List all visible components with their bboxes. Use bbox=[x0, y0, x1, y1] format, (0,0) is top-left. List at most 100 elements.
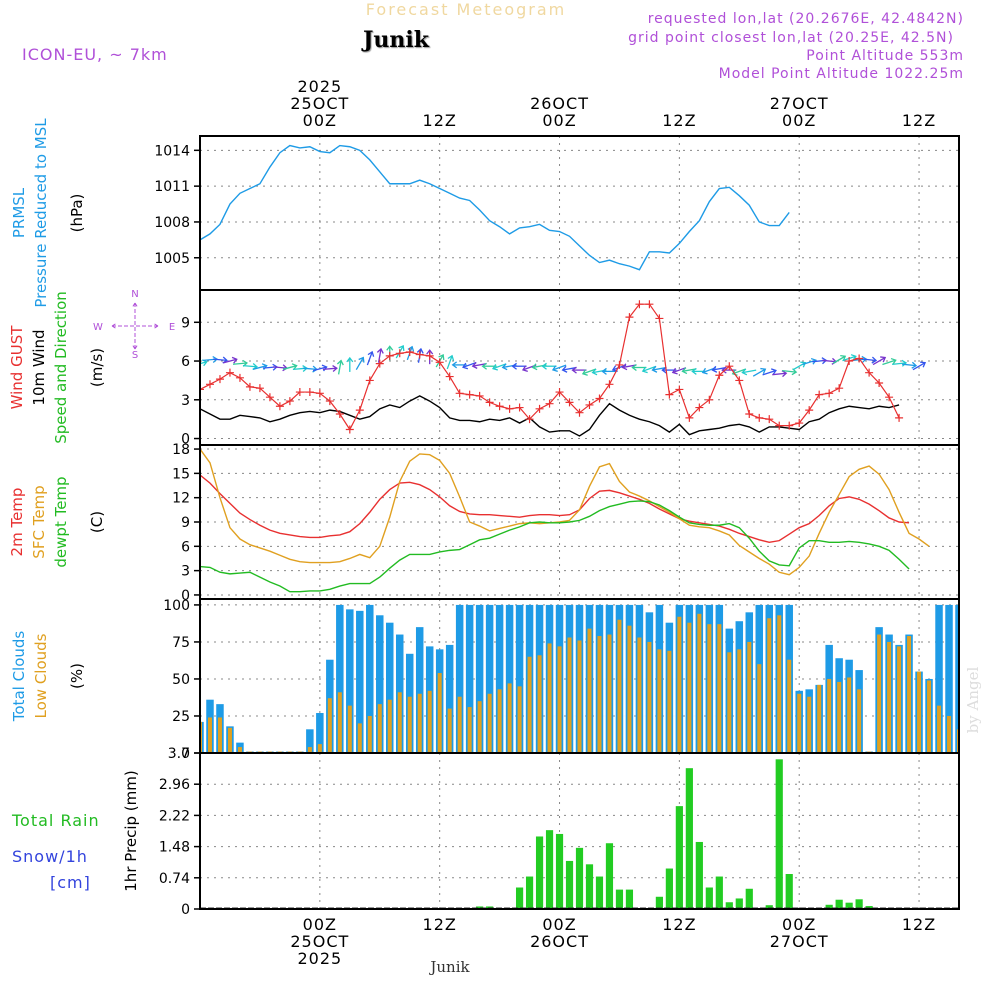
wind-gust-marker bbox=[305, 388, 314, 397]
wind-arrow-shaft bbox=[782, 369, 797, 373]
wind-arrow-head bbox=[810, 357, 817, 365]
wind-gust-marker bbox=[375, 359, 384, 368]
panel-side-label: 10m Wind bbox=[30, 329, 48, 405]
low-cloud-bar bbox=[597, 636, 602, 753]
low-cloud-bar bbox=[457, 696, 462, 753]
wind-gust-marker bbox=[455, 389, 464, 398]
y-tick-label: 3 bbox=[181, 393, 190, 409]
wind-gust-marker bbox=[675, 385, 684, 394]
wind-arrow-head bbox=[591, 368, 598, 376]
precip-bar bbox=[725, 902, 733, 909]
wind-arrow-shaft bbox=[272, 366, 287, 369]
panel-clouds: 0 25 50 75 100 Total Clouds Low Clouds (%) bbox=[0, 598, 960, 762]
wind-arrow-head bbox=[336, 359, 344, 366]
y-tick-label: 1.48 bbox=[159, 840, 190, 856]
top-time-label: 2025 bbox=[297, 77, 342, 96]
wind-gust-marker bbox=[815, 390, 824, 399]
low-cloud-bar bbox=[877, 634, 882, 753]
low-cloud-bar bbox=[367, 715, 372, 753]
wind-arrow-head bbox=[661, 366, 667, 374]
wind-gust-marker bbox=[435, 358, 444, 367]
y-tick-label: 6 bbox=[181, 354, 190, 370]
precip-bar bbox=[525, 876, 534, 909]
wind-arrow bbox=[511, 362, 527, 370]
wind-gust-marker bbox=[505, 404, 514, 413]
panel-side-label: Total Clouds bbox=[10, 631, 28, 723]
wind-arrow-shaft bbox=[772, 372, 787, 376]
panel-unit-label: 1hr Precip (mm) bbox=[122, 770, 140, 891]
total-cloud-bar bbox=[465, 604, 474, 753]
wind-arrow-shaft bbox=[223, 358, 237, 364]
low-cloud-bar bbox=[387, 699, 392, 753]
wind-arrow-head bbox=[681, 367, 688, 375]
wind-arrow-shaft bbox=[912, 362, 926, 371]
total-cloud-bar bbox=[346, 609, 354, 753]
total-cloud-bar bbox=[376, 615, 384, 753]
total-cloud-bar bbox=[455, 604, 464, 753]
wind-arrow-shaft bbox=[337, 360, 342, 375]
wind-arrow bbox=[832, 355, 847, 364]
wind-gust-marker bbox=[355, 406, 364, 415]
wind-arrow-head bbox=[901, 359, 908, 367]
panels: 1005 1008 1011 1014 PRMSL Pressure Reduced to… bbox=[0, 118, 960, 918]
meteogram-title: Forecast Meteogram bbox=[366, 0, 566, 19]
wind-gust-marker bbox=[445, 372, 454, 381]
wind-arrow-shaft bbox=[902, 363, 917, 367]
wind-arrow bbox=[872, 356, 887, 366]
wind-arrow-shaft bbox=[282, 365, 297, 370]
wind-gust-marker bbox=[775, 421, 784, 430]
panel-data bbox=[476, 759, 873, 909]
grid-point-coords: grid point closest lon,lat (20.25E, 42.5… bbox=[628, 30, 954, 46]
low-cloud-bar bbox=[0, 737, 4, 753]
low-cloud-bar bbox=[837, 681, 842, 753]
wind-arrow bbox=[731, 368, 747, 376]
footer-location: Junik bbox=[428, 958, 470, 976]
compass-s: S bbox=[132, 350, 138, 361]
panel-data bbox=[0, 604, 959, 753]
precip-bar bbox=[515, 887, 524, 909]
bottom-time-label: 27OCT bbox=[770, 932, 829, 951]
wind-gust-marker bbox=[525, 415, 534, 424]
low-cloud-bar bbox=[847, 677, 852, 753]
top-time-label: 26OCT bbox=[530, 94, 589, 113]
wind-gust-marker bbox=[835, 384, 844, 393]
wind-arrow-head bbox=[641, 366, 648, 374]
wind-arrow-head bbox=[346, 356, 354, 363]
low-cloud-bar bbox=[307, 747, 312, 753]
wind-arrow-shaft bbox=[682, 368, 697, 372]
precip-bar bbox=[695, 841, 703, 909]
wind-arrow bbox=[681, 367, 697, 375]
wind-arrow-shaft bbox=[446, 355, 453, 370]
panel-wind: 0 3 6 9 N S W E Wind GUST 10m Wind Speed and Direc… bbox=[8, 289, 960, 448]
low-cloud-bar bbox=[377, 704, 382, 753]
y-tick-label: 3 bbox=[181, 564, 190, 580]
total-cloud-bar bbox=[515, 604, 524, 753]
y-tick-label: 3.7 bbox=[168, 746, 190, 762]
precip-label-cm: [cm] bbox=[50, 873, 91, 892]
wind-arrow-shaft bbox=[232, 362, 247, 365]
wind-arrow bbox=[471, 362, 487, 369]
precip-bar bbox=[595, 876, 604, 909]
precip-bar bbox=[545, 830, 554, 909]
precip-bar bbox=[785, 874, 793, 909]
low-cloud-bar bbox=[347, 705, 352, 753]
low-cloud-bar bbox=[797, 693, 802, 753]
wind-gust-marker bbox=[595, 394, 604, 403]
panel-frame bbox=[199, 752, 960, 910]
precip-bar bbox=[835, 899, 843, 909]
wind-gust-marker bbox=[605, 380, 614, 389]
precip-label-rain: Total Rain bbox=[11, 811, 100, 830]
wind-arrow bbox=[376, 347, 384, 363]
y-tick-label: 1005 bbox=[154, 251, 190, 267]
low-cloud-bar bbox=[497, 689, 502, 753]
wind-arrow bbox=[741, 368, 757, 376]
wind-arrow-head bbox=[800, 361, 807, 368]
wind-gust-marker bbox=[705, 395, 714, 404]
total-cloud-bar bbox=[0, 605, 7, 753]
wind-arrow-head bbox=[581, 369, 588, 376]
wind-gust-marker bbox=[725, 362, 734, 371]
y-tick-label: 0 bbox=[181, 588, 190, 604]
wind-gust-marker bbox=[785, 421, 794, 430]
wind-arrow bbox=[551, 364, 567, 372]
